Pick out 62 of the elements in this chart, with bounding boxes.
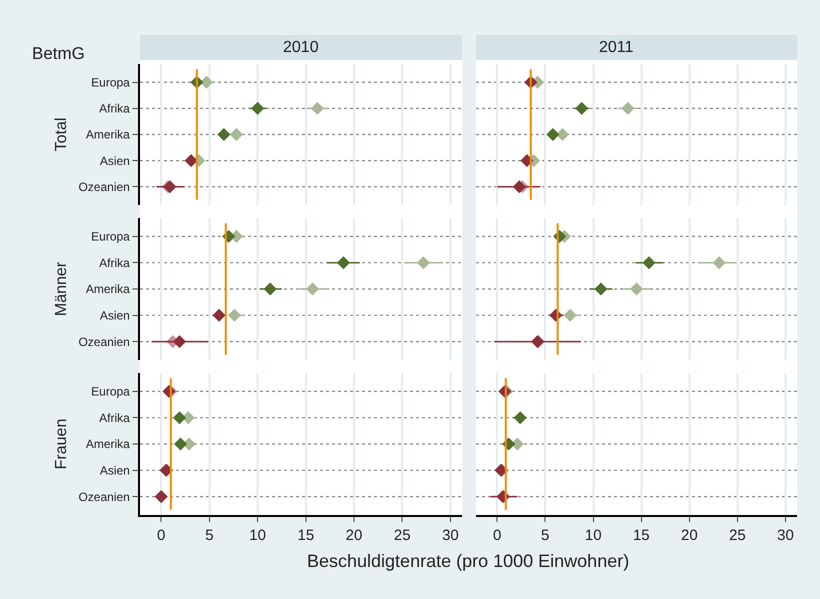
y-tick-label: Ozeanien xyxy=(78,334,130,349)
y-axis-title: Männer xyxy=(52,261,70,316)
y-tick-label: Afrika xyxy=(99,256,130,270)
x-tick-label: 5 xyxy=(205,526,214,544)
y-tick-label: Amerika xyxy=(86,437,130,452)
y-axis-title: Frauen xyxy=(52,418,70,470)
x-tick-label: 15 xyxy=(297,526,314,544)
y-tick-label: Afrika xyxy=(99,410,130,425)
point xyxy=(546,128,560,141)
x-tick-label: 15 xyxy=(632,526,650,544)
point xyxy=(514,411,527,424)
point xyxy=(575,102,588,115)
point xyxy=(264,282,277,296)
point xyxy=(310,102,324,115)
x-tick-label: 25 xyxy=(729,526,746,544)
y-tick-label: Europa xyxy=(91,384,130,399)
point xyxy=(184,154,198,168)
x-tick-label: 30 xyxy=(777,526,794,544)
y-tick-label: Europa xyxy=(91,75,130,90)
point xyxy=(173,335,186,348)
point xyxy=(174,438,187,450)
point xyxy=(556,128,569,141)
x-tick-label: 20 xyxy=(346,526,362,544)
x-axis-title: Beschuldigtenrate (pro 1000 Einwohner) xyxy=(307,551,630,571)
point xyxy=(621,102,634,115)
point xyxy=(416,256,430,270)
y-axis-title: Total xyxy=(52,118,70,152)
x-tick-label: 10 xyxy=(584,526,602,544)
chart-title: 2011 xyxy=(599,39,634,56)
point xyxy=(306,282,320,296)
point xyxy=(642,256,656,270)
y-tick-label: Ozeanien xyxy=(78,490,130,504)
point xyxy=(564,308,577,322)
point xyxy=(212,308,226,322)
point xyxy=(173,411,186,424)
y-tick-label: Europa xyxy=(91,230,130,244)
point xyxy=(512,180,526,194)
chart-title: 2010 xyxy=(283,39,319,56)
x-tick-label: 0 xyxy=(157,526,166,544)
x-tick-label: 10 xyxy=(249,526,266,544)
point xyxy=(228,308,241,322)
x-tick-label: 0 xyxy=(492,526,502,544)
point xyxy=(630,282,643,296)
point xyxy=(712,256,726,270)
y-tick-label: Asien xyxy=(100,464,130,478)
y-tick-label: Afrika xyxy=(99,102,130,116)
point xyxy=(230,128,243,141)
y-tick-label: Amerika xyxy=(86,282,130,296)
x-tick-label: 25 xyxy=(394,526,411,544)
x-tick-label: 30 xyxy=(442,526,459,544)
x-tick-label: 5 xyxy=(541,526,550,544)
text: BetmG xyxy=(32,44,85,63)
y-tick-label: Asien xyxy=(100,308,130,322)
point xyxy=(336,256,350,270)
y-tick-label: Ozeanien xyxy=(78,180,130,194)
point xyxy=(251,102,264,115)
y-tick-label: Amerika xyxy=(86,128,130,142)
x-tick-label: 20 xyxy=(681,526,698,544)
point xyxy=(217,128,230,141)
point xyxy=(594,282,608,296)
y-tick-label: Asien xyxy=(100,154,130,168)
point xyxy=(200,76,214,89)
